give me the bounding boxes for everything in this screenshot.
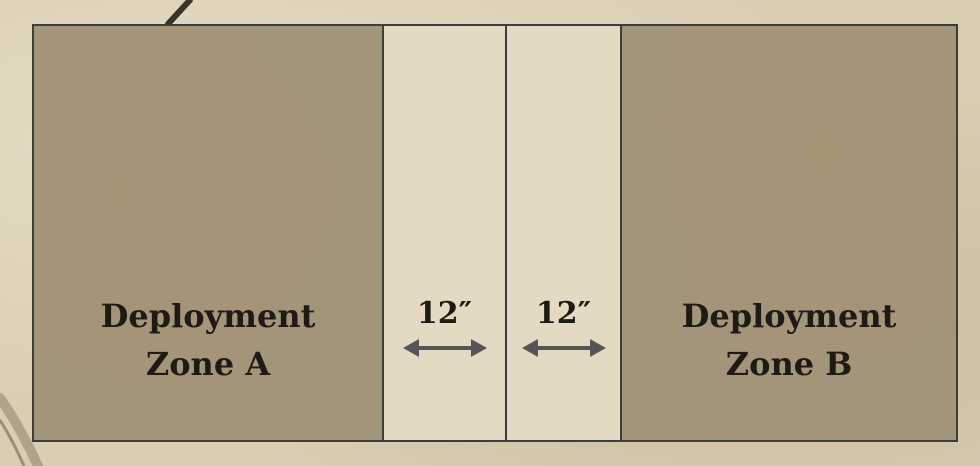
distance-marker-right: 12″ <box>507 292 620 358</box>
double-arrow-icon <box>402 339 487 357</box>
zone-b-label-line1: Deployment <box>681 297 897 335</box>
deployment-zone-a: Deployment Zone A <box>34 26 384 440</box>
battlefield-map: Deployment Zone A 12″ 12″ Deployment <box>32 24 958 442</box>
distance-label-left: 12″ <box>416 296 473 331</box>
distance-label-right: 12″ <box>535 296 592 331</box>
no-mans-land-right-strip: 12″ <box>507 26 620 440</box>
zone-a-label-line1: Deployment <box>100 297 316 335</box>
zone-a-label-line2: Zone A <box>145 345 271 383</box>
deployment-zone-a-label: Deployment Zone A <box>34 292 382 388</box>
zone-b-label-line2: Zone B <box>725 345 853 383</box>
no-mans-land-left-strip: 12″ <box>384 26 507 440</box>
deployment-zone-b: Deployment Zone B <box>620 26 956 440</box>
double-arrow-icon <box>521 339 606 357</box>
distance-marker-left: 12″ <box>384 292 505 358</box>
deployment-zone-b-label: Deployment Zone B <box>622 292 956 388</box>
